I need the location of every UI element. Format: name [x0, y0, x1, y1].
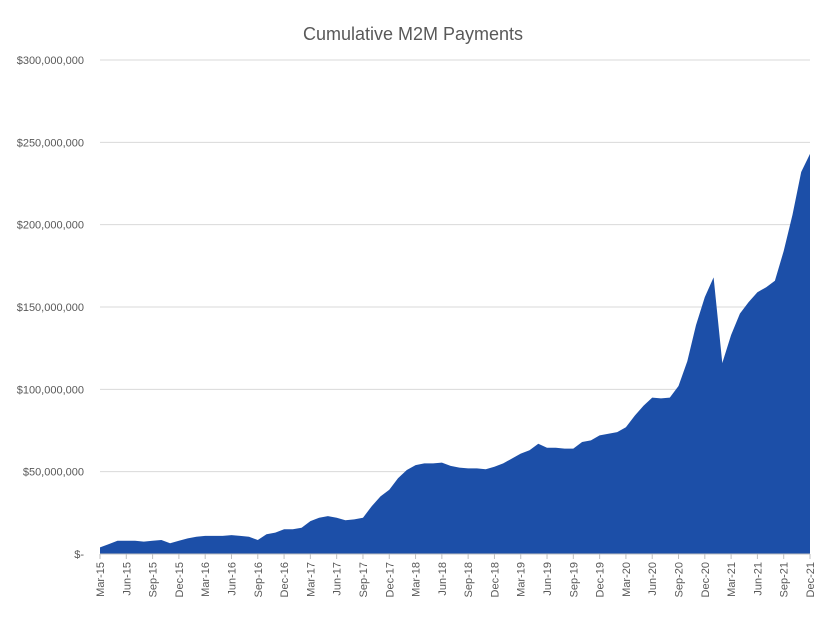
x-tick-label: Dec-21 — [805, 562, 817, 597]
x-tick-label: Dec-17 — [384, 562, 396, 597]
x-tick-label: Mar-21 — [726, 562, 738, 597]
area-series — [100, 153, 810, 554]
x-tick-label: Dec-19 — [595, 562, 607, 597]
x-tick-label: Dec-16 — [279, 562, 291, 597]
x-tick-label: Sep-18 — [463, 562, 475, 597]
x-tick-label: Mar-15 — [95, 562, 107, 597]
x-tick-label: Sep-17 — [358, 562, 370, 597]
y-tick-label: $200,000,000 — [17, 220, 84, 232]
x-tick-label: Jun-15 — [121, 562, 133, 596]
x-tick-label: Sep-21 — [779, 562, 791, 597]
y-tick-label: $- — [74, 549, 84, 561]
x-tick-label: Jun-20 — [647, 562, 659, 596]
x-tick-label: Mar-18 — [411, 562, 423, 597]
x-tick-label: Mar-20 — [621, 562, 633, 597]
y-tick-label: $100,000,000 — [17, 384, 84, 396]
x-tick-label: Dec-20 — [700, 562, 712, 597]
x-tick-label: Sep-15 — [148, 562, 160, 597]
x-tick-label: Jun-21 — [752, 562, 764, 596]
x-tick-label: Dec-18 — [489, 562, 501, 597]
x-tick-label: Mar-17 — [305, 562, 317, 597]
y-tick-label: $150,000,000 — [17, 302, 84, 314]
x-tick-label: Mar-16 — [200, 562, 212, 597]
x-tick-label: Jun-17 — [332, 562, 344, 596]
x-tick-label: Sep-16 — [253, 562, 265, 597]
x-tick-label: Sep-20 — [674, 562, 686, 597]
x-tick-label: Jun-18 — [437, 562, 449, 596]
x-tick-label: Dec-15 — [174, 562, 186, 597]
chart-title: Cumulative M2M Payments — [303, 24, 523, 44]
x-tick-label: Jun-16 — [226, 562, 238, 596]
x-tick-label: Mar-19 — [516, 562, 528, 597]
y-tick-label: $300,000,000 — [17, 55, 84, 67]
y-tick-label: $50,000,000 — [23, 467, 84, 479]
y-tick-label: $250,000,000 — [17, 137, 84, 149]
x-tick-label: Jun-19 — [542, 562, 554, 596]
x-tick-label: Sep-19 — [568, 562, 580, 597]
